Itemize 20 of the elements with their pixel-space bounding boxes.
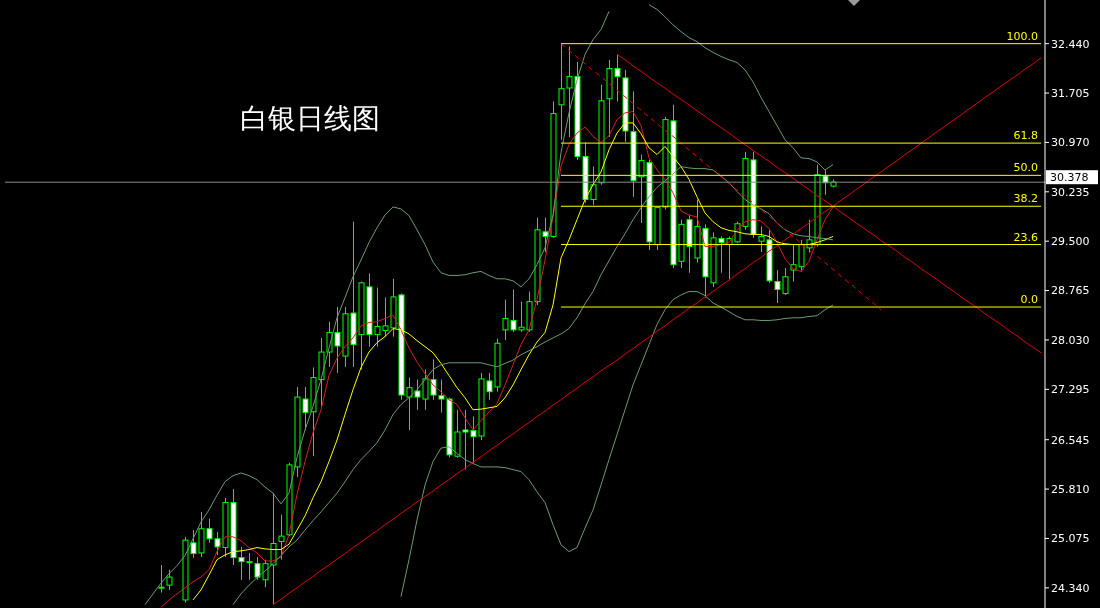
- y-tick-label: 28.030: [1051, 333, 1090, 347]
- series-label: 100.0: [1006, 29, 1038, 43]
- ref-line-label: 30.378: [1050, 171, 1089, 185]
- y-tick-label: 28.765: [1051, 284, 1090, 298]
- series-label: 61.8: [1013, 129, 1038, 143]
- y-tick-label: 32.440: [1051, 37, 1090, 51]
- text: 白银日线图: [240, 101, 380, 137]
- y-tick-label: 29.500: [1051, 235, 1090, 249]
- series-label: 23.6: [1013, 230, 1038, 244]
- y-tick-label: 27.295: [1051, 383, 1090, 397]
- y-tick-label: 24.340: [1051, 581, 1090, 595]
- y-tick-label: 25.075: [1051, 532, 1090, 546]
- series-label: 38.2: [1013, 192, 1038, 206]
- y-tick-label: 30.235: [1051, 185, 1090, 199]
- y-tick-label: 25.810: [1051, 482, 1090, 496]
- series-label: 0.0: [1020, 293, 1038, 307]
- series-label: 50.0: [1013, 161, 1038, 175]
- y-tick-label: 31.705: [1051, 86, 1090, 100]
- y-tick-label: 30.970: [1051, 136, 1090, 150]
- y-tick-label: 26.545: [1051, 433, 1090, 447]
